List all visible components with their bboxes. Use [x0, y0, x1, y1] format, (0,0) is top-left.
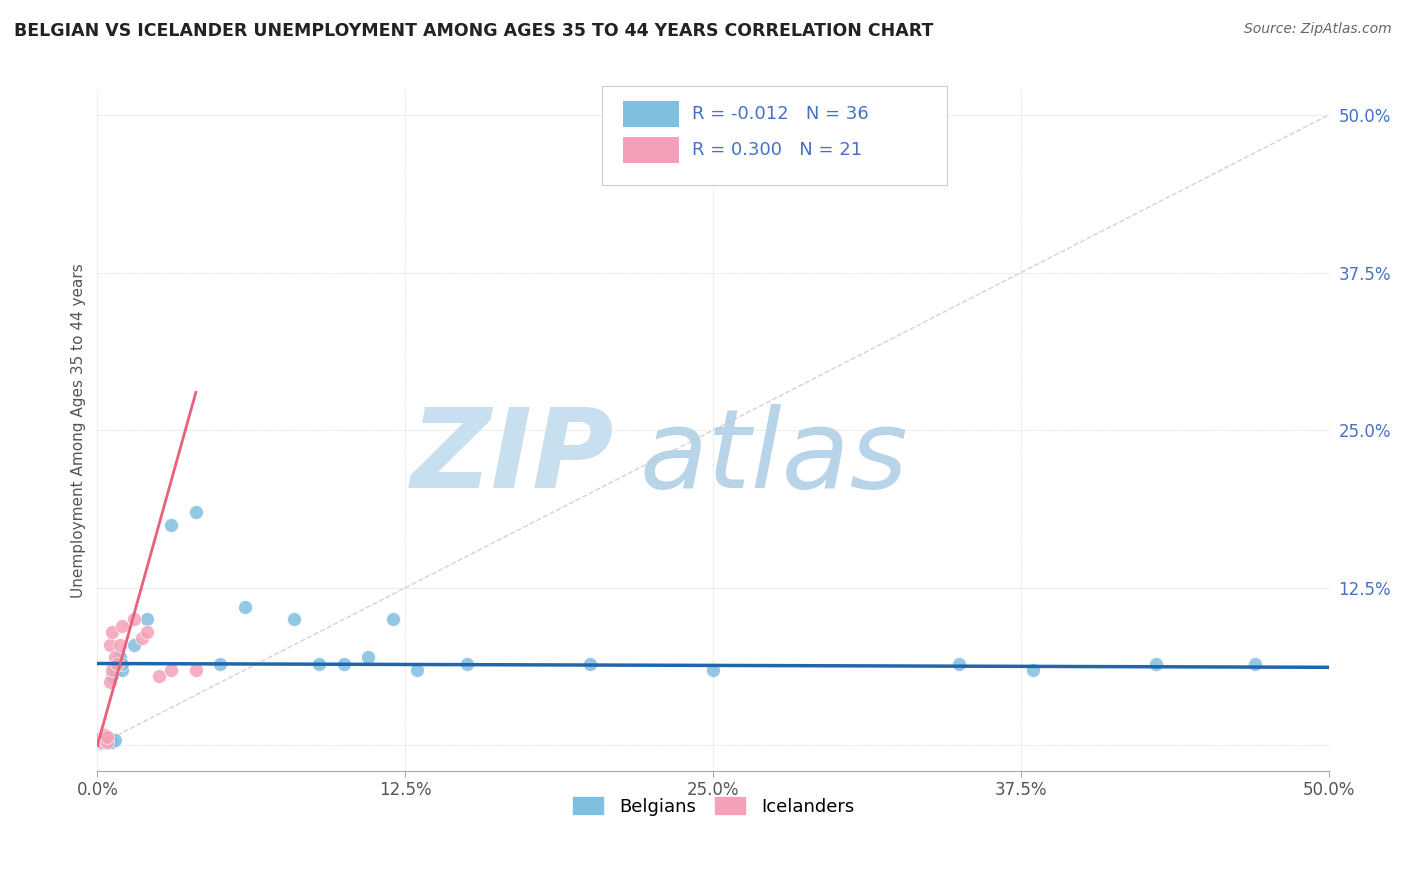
Point — [98, 734, 121, 748]
Point — [101, 734, 124, 748]
Point — [948, 657, 970, 671]
Point — [91, 736, 114, 750]
Point — [96, 736, 118, 750]
Point — [96, 733, 118, 747]
Point — [135, 612, 157, 626]
Point — [98, 638, 121, 652]
Point — [98, 732, 121, 747]
FancyBboxPatch shape — [623, 102, 679, 128]
Point — [91, 730, 114, 744]
Text: R = 0.300   N = 21: R = 0.300 N = 21 — [692, 141, 862, 159]
Point — [184, 663, 207, 677]
Text: ZIP: ZIP — [411, 404, 614, 511]
Point — [96, 734, 118, 748]
Point — [91, 734, 114, 748]
FancyBboxPatch shape — [602, 87, 948, 186]
Point — [93, 732, 115, 747]
Point — [332, 657, 354, 671]
Point — [104, 650, 127, 665]
Point — [148, 669, 170, 683]
Point — [283, 612, 305, 626]
Point — [1243, 657, 1265, 671]
Point — [160, 663, 183, 677]
Point — [91, 733, 114, 747]
Point — [131, 632, 153, 646]
Point — [108, 638, 131, 652]
Legend: Belgians, Icelanders: Belgians, Icelanders — [565, 789, 862, 823]
Point — [101, 669, 124, 683]
Point — [124, 612, 146, 626]
Point — [124, 638, 146, 652]
Point — [233, 599, 256, 614]
Point — [111, 663, 134, 677]
Point — [209, 657, 232, 671]
Text: BELGIAN VS ICELANDER UNEMPLOYMENT AMONG AGES 35 TO 44 YEARS CORRELATION CHART: BELGIAN VS ICELANDER UNEMPLOYMENT AMONG … — [14, 22, 934, 40]
Point — [93, 733, 115, 747]
Point — [108, 650, 131, 665]
Point — [1022, 663, 1045, 677]
Point — [89, 734, 111, 748]
Point — [104, 663, 127, 677]
Point — [98, 675, 121, 690]
Point — [96, 730, 118, 744]
Point — [1144, 657, 1167, 671]
Point — [308, 657, 330, 671]
Point — [101, 625, 124, 640]
Point — [456, 657, 478, 671]
Point — [160, 517, 183, 532]
FancyBboxPatch shape — [623, 137, 679, 163]
Point — [105, 657, 128, 671]
Point — [135, 625, 157, 640]
Point — [104, 733, 127, 747]
Point — [357, 650, 380, 665]
Text: atlas: atlas — [640, 404, 908, 511]
Point — [89, 732, 111, 747]
Point — [702, 663, 724, 677]
Point — [184, 505, 207, 519]
Point — [381, 612, 404, 626]
Text: R = -0.012   N = 36: R = -0.012 N = 36 — [692, 105, 869, 123]
Point — [406, 663, 429, 677]
Y-axis label: Unemployment Among Ages 35 to 44 years: Unemployment Among Ages 35 to 44 years — [72, 263, 86, 598]
Text: Source: ZipAtlas.com: Source: ZipAtlas.com — [1244, 22, 1392, 37]
Point — [105, 657, 128, 671]
Point — [93, 734, 115, 748]
Point — [111, 657, 134, 671]
Point — [93, 728, 115, 742]
Point — [111, 618, 134, 632]
Point — [101, 663, 124, 677]
Point — [579, 657, 602, 671]
